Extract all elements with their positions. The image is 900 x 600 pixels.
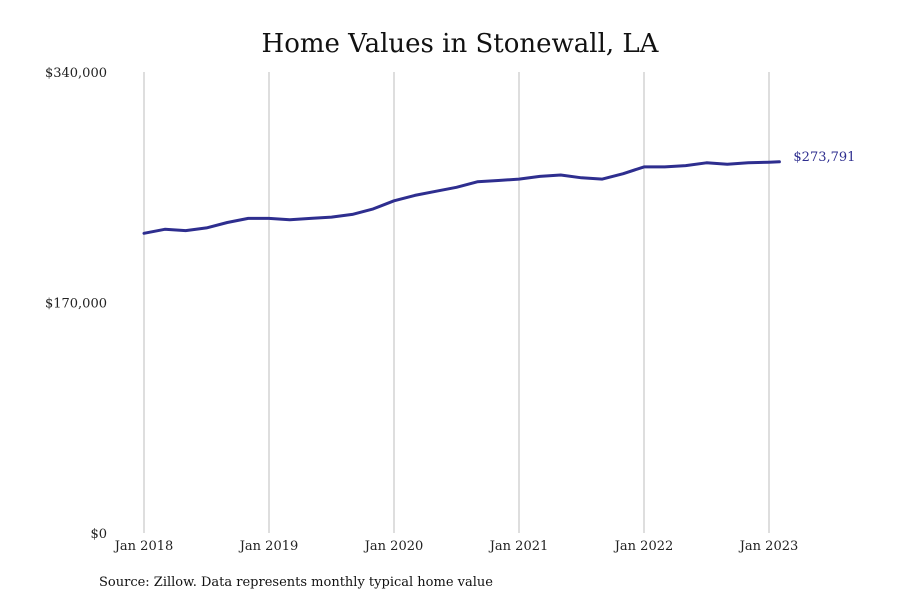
series-line <box>142 160 781 235</box>
x-tick-label: Jan 2023 <box>738 539 799 554</box>
gridlines <box>143 72 770 533</box>
y-axis-ticks: $0 $170,000 $340,000 <box>45 66 107 542</box>
x-tick-label: Jan 2019 <box>238 539 299 554</box>
x-tick-label: Jan 2018 <box>113 539 174 554</box>
source-note: Source: Zillow. Data represents monthly … <box>99 575 493 590</box>
y-tick-label: $0 <box>90 527 107 542</box>
x-axis-ticks: Jan 2018 Jan 2019 Jan 2020 Jan 2021 Jan 2022… <box>113 539 799 554</box>
y-tick-label: $170,000 <box>45 297 107 312</box>
series-layer: $273,791 <box>142 150 855 235</box>
y-tick-label: $340,000 <box>45 66 107 81</box>
chart-title: Home Values in Stonewall, LA <box>262 29 660 59</box>
x-tick-label: Jan 2020 <box>363 539 424 554</box>
x-tick-label: Jan 2022 <box>613 539 674 554</box>
end-value-label: $273,791 <box>793 150 855 165</box>
x-tick-label: Jan 2021 <box>488 539 549 554</box>
